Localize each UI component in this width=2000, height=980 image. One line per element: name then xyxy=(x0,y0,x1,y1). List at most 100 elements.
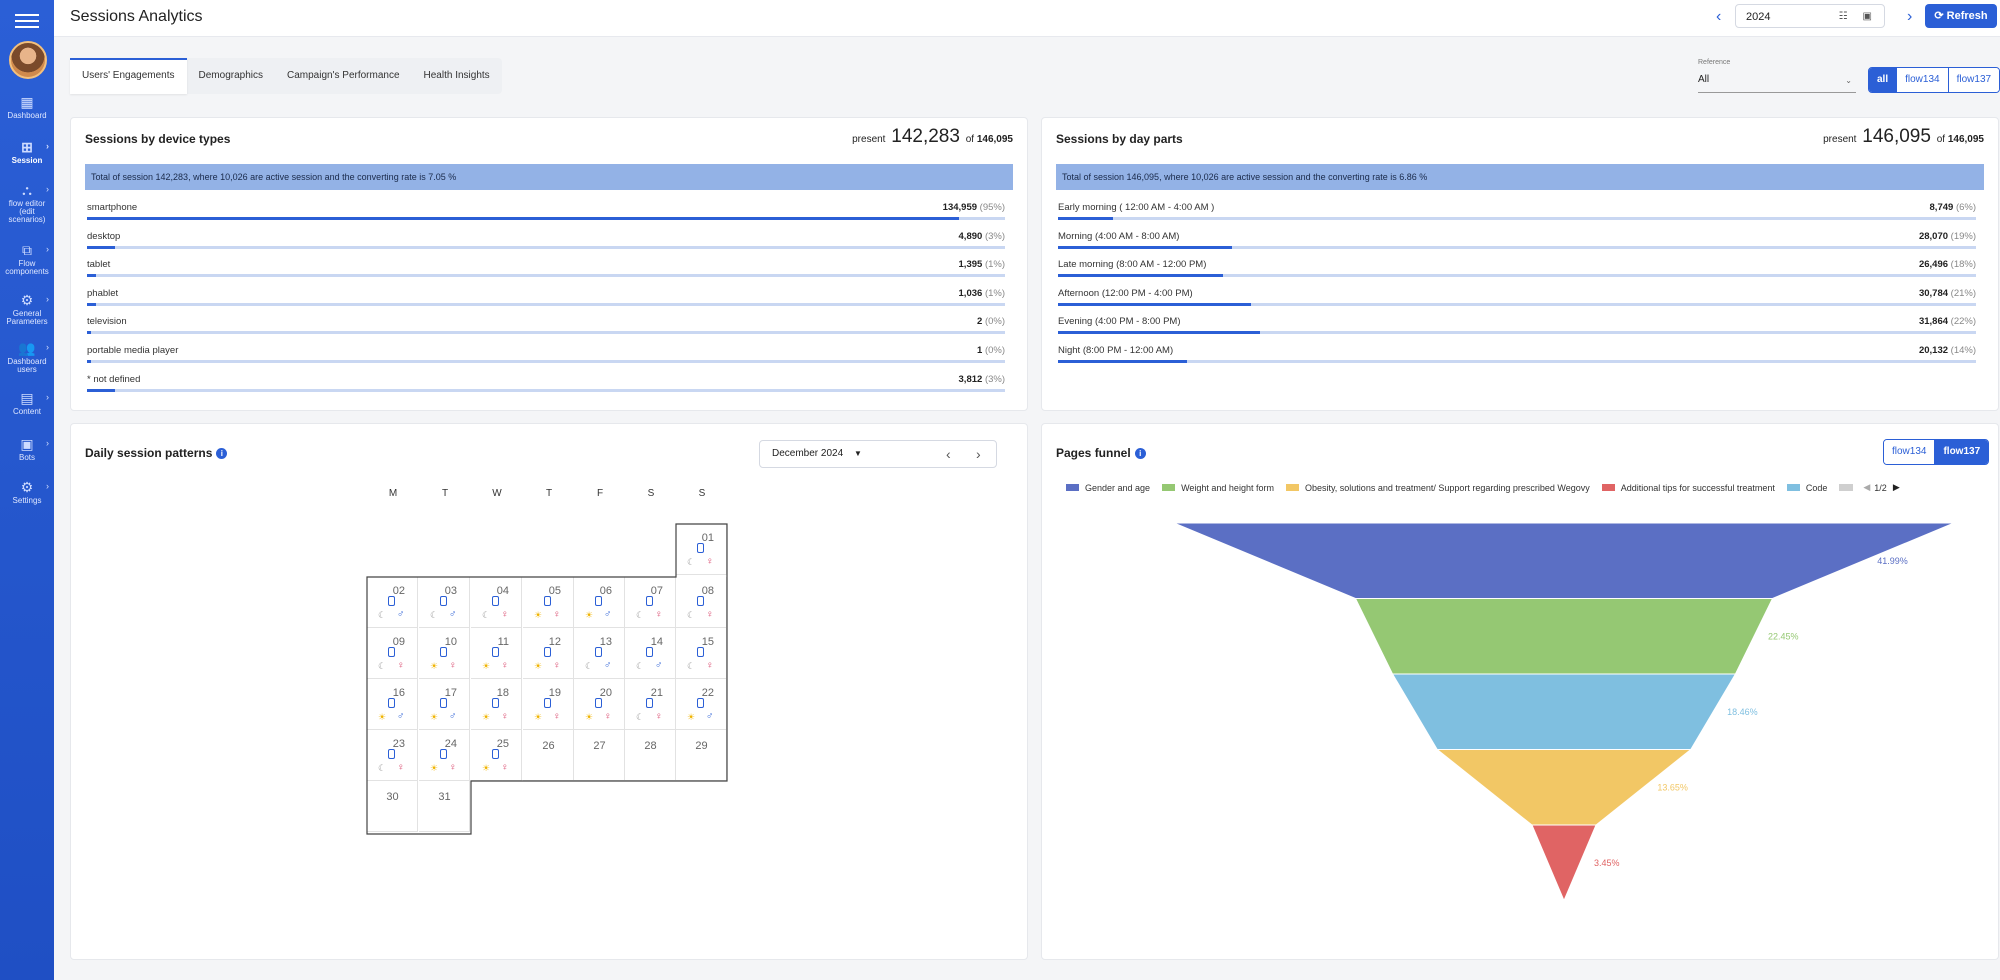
sidebar-item-dashboard-users[interactable]: 👥 Dashboard users › xyxy=(0,341,54,374)
calendar-day[interactable]: 15 ☾ ♀ xyxy=(676,628,727,679)
calendar-icon[interactable]: ☷ ▣ xyxy=(1838,11,1878,22)
calendar-day[interactable]: 03 ☾ ♂ xyxy=(419,577,470,628)
row-label: portable media player xyxy=(87,344,179,356)
legend-item[interactable]: Weight and height form xyxy=(1162,483,1274,493)
row-count: 28,070 xyxy=(1918,230,1949,242)
avatar[interactable] xyxy=(9,41,47,79)
calendar-day[interactable]: 22 ☀ ♂ xyxy=(676,679,727,730)
progress-track xyxy=(1058,217,1976,220)
calendar-day[interactable]: 25 ☀ ♀ xyxy=(471,730,522,781)
refresh-button[interactable]: ⟳ Refresh xyxy=(1925,4,1997,28)
calendar-day[interactable]: 11 ☀ ♀ xyxy=(471,628,522,679)
stat-row: desktop 4,890 (3%) xyxy=(85,225,1005,254)
flow-button-flow134[interactable]: flow134 xyxy=(1884,440,1935,464)
calendar-day[interactable]: 23 ☾ ♀ xyxy=(367,730,418,781)
legend-item[interactable]: Gender and age xyxy=(1066,483,1150,493)
calendar-day[interactable]: 04 ☾ ♀ xyxy=(471,577,522,628)
tab-campaign-s-performance[interactable]: Campaign's Performance xyxy=(287,70,400,81)
smartphone-icon xyxy=(492,596,499,606)
next-year-icon[interactable]: › xyxy=(1907,8,1913,25)
calendar-day[interactable]: 13 ☾ ♂ xyxy=(574,628,625,679)
reference-select[interactable]: All ⌄ xyxy=(1698,74,1856,93)
chevron-right-icon: › xyxy=(46,141,49,151)
tab-users-engagements[interactable]: Users' Engagements xyxy=(70,58,187,94)
calendar-day[interactable]: 09 ☾ ♀ xyxy=(367,628,418,679)
calendar-day[interactable]: 24 ☀ ♀ xyxy=(419,730,470,781)
legend-swatch xyxy=(1066,484,1079,491)
calendar-day[interactable]: 12 ☀ ♀ xyxy=(523,628,574,679)
day-number: 06 xyxy=(599,585,612,597)
prev-month-icon[interactable]: ‹ xyxy=(946,446,951,462)
sidebar-item-dashboard[interactable]: ▦ Dashboard xyxy=(0,95,54,120)
flow-filter: all flow134 flow137 xyxy=(1868,67,2000,93)
calendar-day[interactable]: 01 ☾ ♀ xyxy=(676,524,727,575)
month-selector[interactable]: December 2024 ▼ ‹ › xyxy=(759,440,997,468)
day-number: 03 xyxy=(444,585,457,597)
calendar-day[interactable]: 27 xyxy=(574,730,625,781)
flow-button-all[interactable]: all xyxy=(1869,68,1897,92)
present-label: present xyxy=(852,134,886,145)
calendar-day[interactable]: 07 ☾ ♀ xyxy=(625,577,676,628)
day-number: 11 xyxy=(497,636,509,648)
calendar-day[interactable]: 20 ☀ ♀ xyxy=(574,679,625,730)
sidebar-item-label: Session xyxy=(11,156,43,165)
flow-button-flow137[interactable]: flow137 xyxy=(1947,68,2000,92)
female-icon: ♀ xyxy=(706,556,714,567)
sidebar-item-session[interactable]: ⊞ Session › xyxy=(0,140,54,165)
calendar-day[interactable]: 10 ☀ ♀ xyxy=(419,628,470,679)
calendar-day[interactable]: 21 ☾ ♀ xyxy=(625,679,676,730)
next-month-icon[interactable]: › xyxy=(976,446,981,462)
calendar-day[interactable]: 30 xyxy=(367,781,418,832)
calendar-day[interactable]: 31 xyxy=(419,781,470,832)
legend-item[interactable]: Additional tips for successful treatment xyxy=(1601,483,1775,493)
row-label: Night (8:00 PM - 12:00 AM) xyxy=(1058,344,1174,356)
year-input[interactable]: 2024 ☷ ▣ xyxy=(1735,4,1885,28)
row-label: phablet xyxy=(87,287,119,299)
calendar-day[interactable]: 02 ☾ ♂ xyxy=(367,577,418,628)
info-icon[interactable]: i xyxy=(1134,448,1146,460)
flow-button-flow134[interactable]: flow134 xyxy=(1896,68,1948,92)
sidebar: ▦ Dashboard ⊞ Session › ⛬ flow editor (edit sc… xyxy=(0,0,54,980)
sidebar-item-flow-editor-edit-scenarios[interactable]: ⛬ flow editor (edit scenarios) › xyxy=(0,183,54,224)
calendar-day[interactable]: 18 ☀ ♀ xyxy=(471,679,522,730)
row-percent: (3%) xyxy=(984,373,1005,385)
row-value: 1,395 (1%) xyxy=(959,259,1005,270)
calendar-day[interactable]: 28 xyxy=(625,730,676,781)
month-value: December 2024 xyxy=(772,448,844,459)
progress-track xyxy=(87,388,1005,392)
row-count: 30,784 xyxy=(1918,287,1949,299)
legend-item[interactable]: Obesity, solutions and treatment/ Suppor… xyxy=(1285,483,1590,493)
calendar-day[interactable]: 05 ☀ ♀ xyxy=(523,577,574,628)
legend-item[interactable]: Code xyxy=(1786,483,1827,493)
calendar-day[interactable]: 19 ☀ ♀ xyxy=(523,679,574,730)
tab-health-insights[interactable]: Health Insights xyxy=(423,70,490,81)
stat-row: * not defined 3,812 (3%) xyxy=(85,368,1005,397)
progress-track xyxy=(1058,359,1976,363)
calendar-day[interactable]: 14 ☾ ♂ xyxy=(625,628,676,679)
legend-next-icon[interactable]: ▶ xyxy=(1892,482,1900,492)
tab-demographics[interactable]: Demographics xyxy=(198,70,263,81)
prev-year-icon[interactable]: ‹ xyxy=(1716,8,1722,25)
menu-icon[interactable] xyxy=(15,10,39,30)
progress-track xyxy=(87,245,1005,249)
progress-fill xyxy=(87,388,115,392)
calendar-day[interactable]: 06 ☀ ♂ xyxy=(574,577,625,628)
calendar-day[interactable]: 16 ☀ ♂ xyxy=(367,679,418,730)
sidebar-item-flow-components[interactable]: ⧉ Flow components › xyxy=(0,243,54,276)
grid-icon: ▦ xyxy=(20,94,34,110)
smartphone-icon xyxy=(697,596,704,606)
flow-button-flow137[interactable]: flow137 xyxy=(1934,440,1989,464)
day-number: 13 xyxy=(599,636,612,648)
smartphone-icon xyxy=(388,647,395,657)
calendar-day[interactable]: 26 xyxy=(523,730,574,781)
sidebar-item-bots[interactable]: ▣ Bots › xyxy=(0,437,54,462)
legend-prev-icon[interactable]: ◀ xyxy=(1863,482,1871,492)
sidebar-item-content[interactable]: ▤ Content › xyxy=(0,391,54,416)
flow-editor-icon: ⛬ xyxy=(22,182,32,198)
calendar-day[interactable]: 17 ☀ ♂ xyxy=(419,679,470,730)
calendar-day[interactable]: 29 xyxy=(676,730,727,781)
sidebar-item-settings[interactable]: ⚙ Settings › xyxy=(0,480,54,505)
info-icon[interactable]: i xyxy=(216,448,228,460)
sidebar-item-general-parameters[interactable]: ⚙ General Parameters › xyxy=(0,293,54,326)
calendar-day[interactable]: 08 ☾ ♀ xyxy=(676,577,727,628)
